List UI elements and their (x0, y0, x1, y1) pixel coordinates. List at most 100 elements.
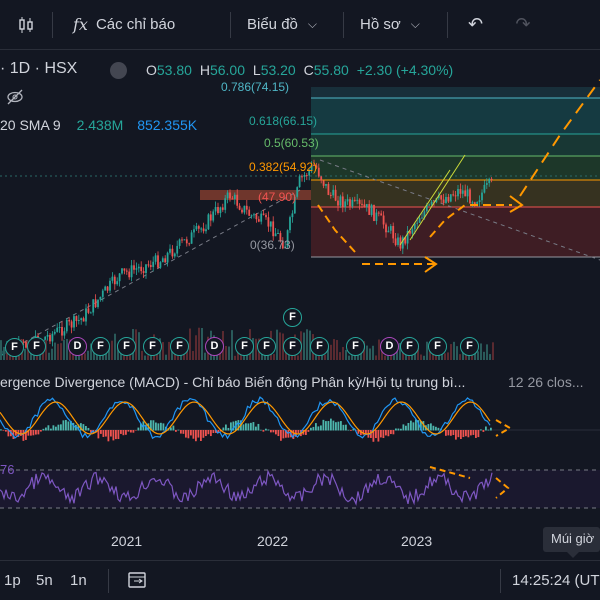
candle-body (361, 203, 363, 205)
goto-date-icon[interactable] (127, 570, 147, 590)
price-chart[interactable] (0, 51, 600, 521)
range-button-1p[interactable]: 1p (4, 572, 21, 589)
profile-menu-button[interactable]: Hồ sơ ⌵ (344, 0, 447, 50)
candle-body (339, 196, 342, 206)
symbol-label[interactable]: · 1D · HSX (0, 60, 78, 77)
financials-marker-icon[interactable]: F (283, 337, 302, 356)
candle-body (346, 199, 349, 202)
range-button-5n[interactable]: 5n (36, 572, 53, 589)
financials-marker-icon[interactable]: F (400, 337, 419, 356)
candle-body (291, 213, 294, 218)
candle-body (380, 213, 383, 216)
fib-label-0786: 0.786(74.15) (221, 80, 290, 94)
financials-marker-icon[interactable]: F (143, 337, 162, 356)
undo-icon[interactable]: ↶ (467, 14, 484, 34)
macd-histogram-bar (375, 430, 377, 439)
candle-body (289, 217, 291, 231)
volume-bar (303, 332, 305, 360)
range-button-1n[interactable]: 1n (70, 572, 87, 589)
candle-body (404, 237, 407, 244)
macd-histogram-bar (365, 430, 367, 436)
candle-body (212, 211, 215, 221)
candle-body (190, 232, 193, 244)
eye-off-icon[interactable] (6, 88, 24, 106)
macd-histogram-bar (192, 430, 195, 439)
volume-bar (114, 333, 116, 360)
macd-histogram-bar (330, 418, 332, 431)
dividend-marker-icon[interactable]: D (205, 337, 224, 356)
macd-histogram-bar (122, 430, 125, 436)
macd-title[interactable]: ergence Divergence (MACD) - Chỉ báo Biến… (0, 374, 466, 390)
indicators-button[interactable]: fx Các chỉ báo (53, 0, 230, 50)
candle-body (68, 319, 71, 322)
financials-marker-icon[interactable]: F (170, 337, 189, 356)
volume-bar (372, 345, 374, 360)
macd-histogram-bar (360, 430, 362, 436)
macd-line (0, 396, 491, 440)
candle-body (454, 195, 457, 197)
volume-bar (459, 354, 461, 360)
financials-marker-icon[interactable]: F (117, 337, 136, 356)
candle-body (135, 268, 138, 270)
dividend-marker-icon[interactable]: D (380, 337, 399, 356)
macd-histogram-bar (257, 423, 260, 431)
financials-marker-icon[interactable]: F (5, 338, 24, 357)
time-axis[interactable]: 2021 2022 2023 (0, 530, 600, 552)
candle-body (279, 233, 282, 241)
volume-bar (57, 343, 59, 360)
macd-histogram-bar (182, 430, 185, 434)
macd-histogram-bar (450, 430, 452, 436)
macd-histogram-bar (90, 430, 92, 433)
candle-body (137, 266, 140, 269)
volume-bar (3, 346, 5, 360)
redo-icon[interactable]: ↷ (515, 14, 531, 34)
candle-body (51, 333, 54, 342)
financials-marker-icon[interactable]: F (310, 337, 329, 356)
financials-marker-icon[interactable]: F (428, 337, 447, 356)
candle-body (121, 268, 123, 274)
volume-bar (348, 355, 350, 360)
candle-body (425, 204, 428, 212)
volume-bar (384, 355, 386, 360)
candle-body (49, 334, 51, 342)
chart-menu-button[interactable]: Biểu đồ ⌵ (231, 0, 343, 50)
macd-histogram-bar (227, 427, 230, 431)
candle-body (164, 258, 167, 263)
macd-histogram-bar (20, 430, 22, 436)
financials-marker-icon[interactable]: F (235, 337, 254, 356)
candle-body (461, 190, 464, 194)
candle-body (202, 228, 205, 232)
volume-bar (444, 353, 446, 360)
volume-bar (6, 349, 8, 360)
financials-marker-icon[interactable]: F (460, 337, 479, 356)
macd-histogram-bar (247, 423, 250, 431)
macd-histogram-bar (70, 420, 72, 431)
candle-body (349, 199, 351, 207)
financials-marker-icon[interactable]: F (257, 337, 276, 356)
macd-histogram-bar (332, 420, 335, 431)
financials-marker-icon[interactable]: F (27, 337, 46, 356)
macd-histogram-bar (60, 424, 62, 431)
ohlc-values: O53.80 H56.00 L53.20 C55.80 +2.30 (+4.30… (146, 62, 454, 78)
candle-body (363, 204, 366, 208)
macd-histogram-bar (102, 430, 105, 437)
clock-time[interactable]: 14:25:24 (UT (512, 572, 600, 589)
financials-marker-icon[interactable]: F (346, 337, 365, 356)
financials-marker-icon[interactable]: F (91, 337, 110, 356)
fib-label-05-lower: (47.90) (258, 190, 297, 204)
candle-body (389, 226, 392, 231)
macd-histogram-bar (392, 430, 395, 435)
fib-label-0382: 0.382(54.92) (249, 160, 318, 174)
candle-body (181, 239, 183, 241)
macd-histogram-bar (445, 430, 447, 436)
candles-icon[interactable] (0, 0, 52, 50)
financials-marker-icon[interactable]: F (283, 308, 302, 327)
menu-dot-icon[interactable] (110, 62, 127, 79)
macd-histogram-bar (105, 430, 107, 437)
candle-body (125, 270, 128, 272)
candle-body (99, 296, 102, 300)
volume-bar (48, 352, 50, 360)
candle-body (243, 205, 246, 213)
candle-body (193, 229, 195, 233)
dividend-marker-icon[interactable]: D (68, 337, 87, 356)
